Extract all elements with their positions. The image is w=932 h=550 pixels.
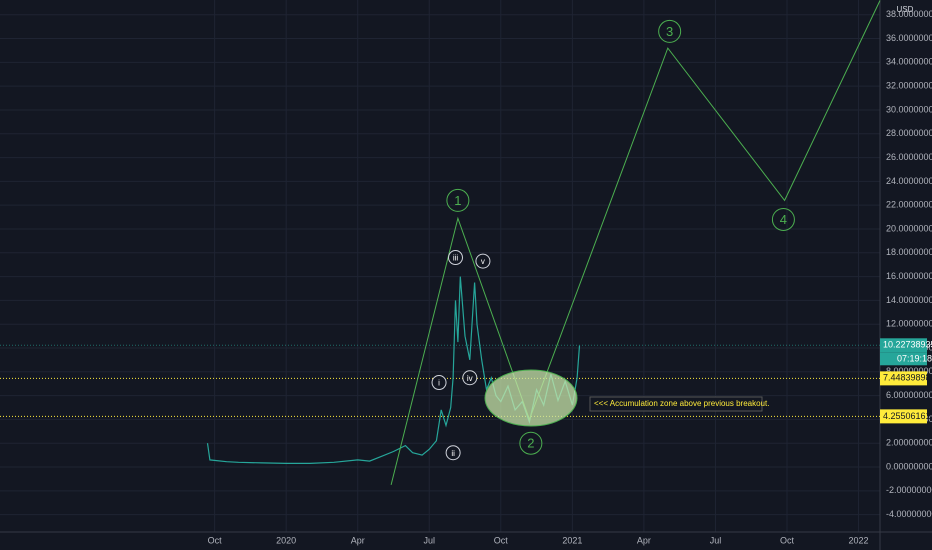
x-tick-label: Apr <box>637 535 651 545</box>
note: <<< Accumulation zone above previous bre… <box>594 399 769 408</box>
y-tick-label: 30.00000000 <box>886 104 932 114</box>
price-tag <box>880 371 927 386</box>
y-tick-label: 20.00000000 <box>886 223 932 233</box>
y-tick-label: 6.00000000 <box>886 390 932 400</box>
y-tick-label: 16.00000000 <box>886 271 932 281</box>
subwave-marker <box>445 445 461 461</box>
currency: USD <box>897 5 914 14</box>
y-tick-label: 36.00000000 <box>886 33 932 43</box>
subwave-label: i <box>438 379 440 388</box>
subwave-marker <box>448 250 464 266</box>
price-tag <box>880 409 927 424</box>
x-tick-label: Apr <box>351 535 365 545</box>
subwave-label: iv <box>467 374 473 383</box>
wave-marker <box>771 207 795 231</box>
accumulation-zone <box>484 369 578 427</box>
wave-label: 1 <box>454 193 461 208</box>
y-tick-label: 12.00000000 <box>886 319 932 329</box>
wave-label: 4 <box>780 212 787 227</box>
y-tick-label: 28.00000000 <box>886 128 932 138</box>
wave-marker <box>519 431 543 455</box>
subwave-label: iii <box>453 254 459 263</box>
subwave-label: v <box>481 257 485 266</box>
wave-label: 2 <box>527 436 534 451</box>
wave-label: 3 <box>666 24 673 39</box>
price-tag <box>880 338 927 353</box>
y-tick-label: 2.00000000 <box>886 438 932 448</box>
x-tick-label: Oct <box>494 535 509 545</box>
y-tick-label: 38.00000000 <box>886 9 932 19</box>
y-tick-label: -2.00000000 <box>886 485 932 495</box>
countdown: 07:19:18 <box>897 354 932 364</box>
x-tick-label: Oct <box>208 535 223 545</box>
y-tick-label: 22.00000000 <box>886 200 932 210</box>
x-tick-label: 2020 <box>276 535 296 545</box>
price-tag-label: 7.44839898 <box>883 373 931 383</box>
subwave-marker <box>431 375 447 391</box>
y-tick-label: 14.00000000 <box>886 295 932 305</box>
y-tick-label: 32.00000000 <box>886 81 932 91</box>
y-tick-label: -4.00000000 <box>886 509 932 519</box>
y-tick-label: 24.00000000 <box>886 176 932 186</box>
x-tick-label: 2021 <box>562 535 582 545</box>
subwave-marker <box>475 253 491 269</box>
countdown-tag <box>880 352 927 366</box>
y-tick-label: 0.00000000 <box>886 461 932 471</box>
wave-line <box>390 0 881 486</box>
y-tick-label: 34.00000000 <box>886 57 932 67</box>
x-tick-label: Jul <box>424 535 436 545</box>
wave-marker <box>446 188 470 212</box>
y-tick-label: 8.00000000 <box>886 366 932 376</box>
subwave-label: ii <box>451 449 455 458</box>
y-tick-label: 18.00000000 <box>886 247 932 257</box>
x-tick-label: Oct <box>780 535 795 545</box>
x-tick-label: Jul <box>710 535 722 545</box>
note-box <box>589 396 763 412</box>
x-tick-label: 2022 <box>849 535 869 545</box>
price-tag-label: 4.25506161 <box>883 411 931 421</box>
subwave-marker <box>462 370 478 386</box>
price-tag-label: 10.22738935 <box>883 340 932 350</box>
y-tick-label: 26.00000000 <box>886 152 932 162</box>
wave-marker <box>658 19 682 43</box>
